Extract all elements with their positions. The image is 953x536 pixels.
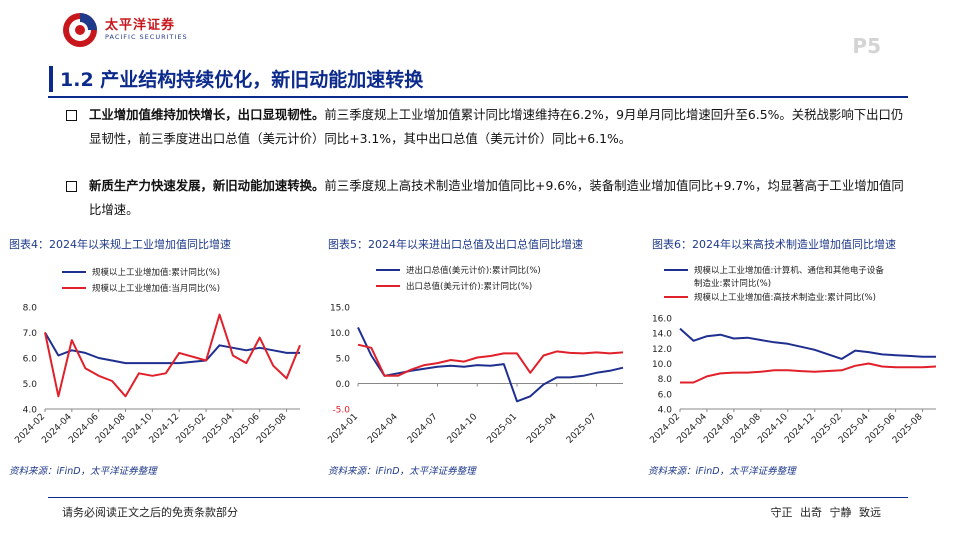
figure-6-source: 资料来源：iFinD，太平洋证券整理 <box>648 466 796 477</box>
y-tick-label: 5.0 <box>336 355 351 365</box>
legend-label: 规模以上工业增加值:高技术制造业:累计同比(%) <box>694 292 876 303</box>
footer-motto: 守正 出奇 宁静 致远 <box>770 506 882 519</box>
figure-6-title: 图表6：2024年以来高技术制造业增加值同比增速 <box>652 238 896 251</box>
series-line-1 <box>44 331 300 365</box>
series-line-1 <box>357 326 624 403</box>
x-tick-label: 2024-01 <box>326 412 360 446</box>
y-tick-label: 6.0 <box>23 355 38 365</box>
series-line-2 <box>357 343 624 377</box>
figure-5-title: 图表5：2024年以来进出口总值及出口总值同比增速 <box>328 238 583 251</box>
y-tick-label: 4.0 <box>658 406 673 416</box>
square-bullet-icon <box>66 110 77 121</box>
title-underline <box>48 96 908 98</box>
y-tick-label: 16.0 <box>652 315 672 325</box>
y-tick-label: 7.0 <box>23 329 38 339</box>
logo-mark-icon <box>63 13 97 47</box>
y-tick-label: 0.0 <box>336 380 351 390</box>
y-tick-label: 12.0 <box>652 345 672 355</box>
page-number: P5 <box>852 34 881 58</box>
bullet-2-text: 前三季度规上高技术制造业增加值同比+9.6%，装备制造业增加值同比+9.7%，均… <box>89 178 904 217</box>
footer-disclaimer: 请务必阅读正文之后的免责条款部分 <box>62 506 238 519</box>
square-bullet-icon <box>66 181 77 192</box>
legend-label: 进出口总值(美元计价):累计同比(%) <box>406 265 541 276</box>
figure-5-source: 资料来源：iFinD，太平洋证券整理 <box>328 466 476 477</box>
x-tick-label: 2024-07 <box>406 412 440 446</box>
figure-5-chart: 进出口总值(美元计价):累计同比(%) 出口总值(美元计价):累计同比(%) -5.… <box>326 265 624 446</box>
title-accent-bar <box>49 66 53 92</box>
y-tick-label: 14.0 <box>652 330 672 340</box>
y-tick-label: 15.0 <box>330 304 350 314</box>
x-tick-label: 2025-04 <box>525 412 559 446</box>
y-tick-label: 10.0 <box>330 329 350 339</box>
bullet-2-heading: 新质生产力快速发展，新旧动能加速转换。 <box>89 178 325 193</box>
y-tick-label: 10.0 <box>652 360 672 370</box>
bullet-1-text: 前三季度规上工业增加值累计同比增速维持在6.2%，9月单月同比增速回升至6.5%… <box>89 107 904 146</box>
legend-label: 规模以上工业增加值:累计同比(%) <box>92 267 220 278</box>
x-tick-label: 2025-08 <box>255 412 289 446</box>
y-tick-label: 6.0 <box>658 390 673 400</box>
series-line-1 <box>679 327 936 360</box>
section-title: 1.2 产业结构持续优化，新旧动能加速转换 <box>60 69 424 91</box>
y-tick-label: 5.0 <box>23 380 38 390</box>
y-tick-label: 8.0 <box>23 304 38 314</box>
legend-label: 规模以上工业增加值:当月同比(%) <box>92 283 220 294</box>
logo-text-en: PACIFIC SECURITIES <box>105 33 188 41</box>
series-line-2 <box>44 313 301 398</box>
logo-text-cn: 太平洋证券 <box>105 18 176 33</box>
bullet-point-1: 工业增加值维持加快增长，出口显现韧性。前三季度规上工业增加值累计同比增速维持在6… <box>66 103 906 151</box>
bullet-1-heading: 工业增加值维持加快增长，出口显现韧性。 <box>89 107 325 122</box>
figure-4-source: 资料来源：iFinD，太平洋证券整理 <box>9 466 157 477</box>
x-tick-label: 2024-10 <box>446 412 480 446</box>
legend-label: 规模以上工业增加值:计算机、通信和其他电子设备 <box>694 265 884 276</box>
y-tick-label: -5.0 <box>332 406 350 416</box>
series-line-2 <box>680 362 937 384</box>
company-logo: 太平洋证券 PACIFIC SECURITIES <box>60 10 190 50</box>
figure-4-title: 图表4：2024年以来规上工业增加值同比增速 <box>9 238 231 251</box>
x-tick-label: 2024-04 <box>366 412 400 446</box>
x-tick-label: 2025-08 <box>891 412 925 446</box>
x-tick-label: 2025-07 <box>565 412 599 446</box>
y-tick-label: 4.0 <box>23 406 38 416</box>
bullet-point-2: 新质生产力快速发展，新旧动能加速转换。前三季度规上高技术制造业增加值同比+9.6… <box>66 174 906 222</box>
x-tick-label: 2025-01 <box>485 412 519 446</box>
figure-4-chart: 规模以上工业增加值:累计同比(%) 规模以上工业增加值:当月同比(%) 4.0 5.0… <box>13 267 301 446</box>
footer-divider <box>48 497 908 498</box>
y-tick-label: 8.0 <box>658 375 673 385</box>
legend-label: 出口总值(美元计价):累计同比(%) <box>406 281 532 292</box>
legend-label-cont: 制造业:累计同比(%) <box>694 278 771 289</box>
